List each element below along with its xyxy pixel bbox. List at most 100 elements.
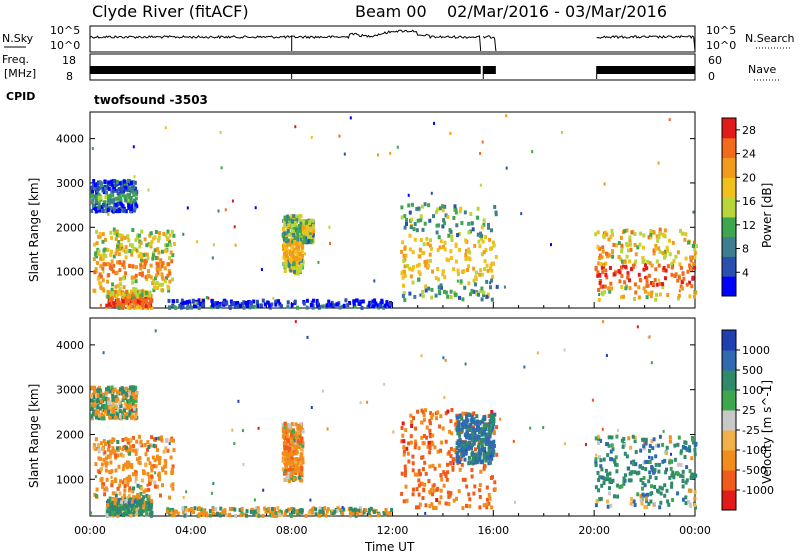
range-cell: [464, 448, 468, 453]
range-cell: [110, 440, 114, 444]
range-cell: [362, 510, 366, 515]
range-cell: [129, 289, 133, 294]
range-cell: [599, 496, 603, 501]
range-cell: [479, 437, 483, 442]
range-cell: [430, 287, 434, 292]
range-cell: [125, 465, 129, 470]
range-cell: [101, 446, 104, 451]
range-cell: [620, 265, 624, 270]
range-cell: [121, 509, 125, 514]
range-cell: [615, 434, 619, 439]
range-cell: [107, 213, 110, 216]
range-cell: [630, 230, 634, 235]
range-cell: [421, 289, 425, 294]
range-cell: [108, 406, 112, 411]
range-cell: [111, 491, 115, 496]
range-cell: [622, 481, 626, 486]
range-cell: [650, 491, 654, 496]
range-cell: [93, 183, 97, 188]
range-cell: [417, 206, 421, 211]
range-cell: [105, 461, 109, 466]
noise-left-tick-bottom: 10^0: [50, 39, 80, 52]
range-cell: [487, 501, 491, 506]
range-cell: [611, 249, 614, 254]
range-cell: [461, 506, 465, 511]
range-cell: [261, 513, 265, 518]
range-cell: [611, 478, 615, 483]
range-cell: [115, 390, 119, 395]
range-cell: [123, 503, 127, 508]
range-cell: [358, 509, 362, 513]
range-cell: [634, 462, 638, 467]
range-cell: [134, 273, 138, 278]
range-cell: [653, 485, 657, 489]
range-cell: [445, 257, 449, 262]
range-cell: [172, 299, 175, 304]
range-cell: [668, 475, 672, 480]
range-cell: [482, 293, 486, 297]
range-cell: [628, 240, 632, 245]
range-cell: [463, 210, 467, 215]
range-cell: [133, 290, 137, 295]
range-cell: [144, 291, 148, 296]
range-cell: [168, 233, 172, 238]
range-cell: [290, 471, 294, 476]
range-cell: [134, 403, 138, 408]
range-cell: [627, 248, 630, 253]
range-cell: [377, 153, 380, 157]
range-cell: [228, 512, 232, 517]
range-cell: [128, 403, 132, 408]
range-cell: [401, 294, 405, 298]
range-cell: [658, 249, 662, 254]
range-cell: [154, 230, 158, 234]
range-cell: [481, 421, 485, 426]
range-cell: [103, 442, 107, 446]
range-cell: [670, 481, 674, 486]
range-cell: [91, 147, 94, 150]
range-cell: [487, 427, 491, 432]
range-cell: [138, 496, 142, 501]
range-cell: [419, 238, 423, 242]
range-cell: [425, 435, 428, 440]
range-cell: [670, 272, 674, 277]
range-cell: [616, 494, 620, 499]
range-cell: [598, 273, 602, 277]
range-cell: [658, 485, 662, 490]
range-cell: [670, 265, 674, 270]
range-cell: [327, 299, 331, 304]
range-cell: [116, 509, 120, 514]
range-cell: [401, 421, 405, 426]
range-cell: [649, 232, 653, 237]
range-cell: [156, 264, 160, 269]
range-cell: [449, 454, 453, 459]
range-cell: [442, 356, 445, 360]
range-cell: [283, 421, 287, 426]
range-cell: [487, 448, 491, 453]
colorbar-tick-label: 8: [742, 243, 749, 256]
range-cell: [626, 274, 630, 279]
range-cell: [118, 243, 122, 248]
range-cell: [104, 463, 108, 468]
range-cell: [284, 430, 288, 435]
range-cell: [400, 439, 404, 444]
range-cell: [661, 442, 665, 447]
range-cell: [663, 234, 667, 239]
range-cell: [483, 416, 487, 421]
range-cell: [200, 511, 204, 516]
range-cell: [155, 454, 159, 459]
range-cell: [464, 362, 467, 366]
range-cell: [326, 427, 329, 431]
range-cell: [423, 221, 427, 226]
range-cell: [458, 247, 461, 252]
range-cell: [669, 466, 673, 471]
range-cell: [655, 443, 659, 448]
range-cell: [373, 279, 376, 283]
range-cell: [684, 480, 688, 485]
range-cell: [111, 446, 115, 451]
range-cell: [436, 410, 440, 415]
range-cell: [652, 251, 656, 256]
range-cell: [536, 351, 539, 355]
range-cell: [437, 285, 441, 290]
range-cell: [428, 504, 432, 509]
range-cell: [417, 505, 421, 510]
